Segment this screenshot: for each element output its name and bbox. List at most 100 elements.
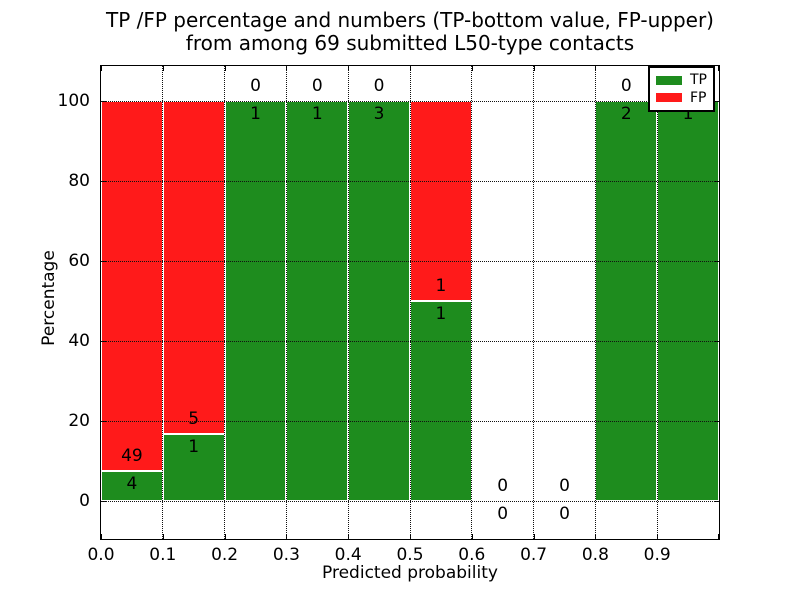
tp-bar-segment (101, 470, 163, 501)
y-tick-mark-right (714, 421, 719, 422)
fp-legend-swatch (656, 93, 682, 103)
tp-bar-segment (595, 101, 658, 501)
x-tick-mark-bottom (657, 534, 659, 539)
x-tick-mark-top (224, 66, 226, 71)
y-axis-label: Percentage (39, 250, 59, 346)
x-tick-label: 0.2 (211, 545, 239, 565)
plot-area: 494510101031100000201 (100, 65, 720, 540)
x-tick-mark-bottom (718, 534, 719, 539)
x-tick-mark-bottom (286, 534, 288, 539)
fp-count-label: 0 (497, 476, 509, 496)
tp-count-label: 1 (435, 304, 447, 324)
y-tick-label: 80 (68, 171, 90, 191)
tp-bar-segment (657, 101, 719, 501)
y-tick-mark-right (714, 261, 719, 262)
tp-legend-swatch (656, 75, 682, 85)
y-tick-mark-right (714, 181, 719, 182)
legend: TP FP (648, 66, 715, 112)
x-tick-label: 0.6 (458, 545, 486, 565)
y-tick-mark-left (101, 501, 106, 502)
x-tick-mark-top (348, 66, 350, 71)
x-tick-label: 0.8 (581, 545, 609, 565)
x-tick-mark-top (595, 66, 597, 71)
x-tick-label: 0.7 (520, 545, 548, 565)
x-axis-label: Predicted probability (322, 563, 498, 583)
tp-count-label: 1 (311, 104, 323, 124)
vertical-gridline (224, 66, 226, 539)
fp-count-label: 0 (373, 76, 385, 96)
x-tick-mark-top (286, 66, 288, 71)
x-tick-mark-bottom (348, 534, 350, 539)
x-tick-label: 0.1 (149, 545, 177, 565)
horizontal-gridline (101, 420, 719, 422)
x-tick-mark-top (162, 66, 164, 71)
x-tick-label: 0.0 (87, 545, 115, 565)
fp-bar-segment (410, 101, 472, 301)
vertical-gridline (594, 66, 596, 539)
x-tick-mark-bottom (162, 534, 164, 539)
x-tick-label: 0.9 (643, 545, 671, 565)
vertical-gridline (656, 66, 658, 539)
horizontal-gridline (101, 260, 719, 262)
y-tick-label: 60 (68, 251, 90, 271)
y-tick-mark-right (714, 101, 719, 102)
legend-row: TP (656, 73, 707, 87)
x-tick-mark-top (471, 66, 473, 71)
tp-bar-segment (410, 301, 472, 501)
legend-label: TP (690, 72, 707, 89)
y-tick-mark-left (101, 261, 106, 262)
fp-bar-segment (101, 101, 163, 471)
y-tick-mark-left (101, 101, 106, 102)
y-tick-label: 20 (68, 411, 90, 431)
y-tick-mark-right (714, 341, 719, 342)
fp-count-label: 0 (250, 76, 261, 96)
x-tick-mark-top (533, 66, 535, 71)
fp-count-label: 0 (311, 76, 323, 96)
tp-count-label: 2 (620, 104, 632, 124)
horizontal-gridline (101, 340, 719, 342)
x-tick-mark-bottom (471, 534, 473, 539)
horizontal-gridline (101, 500, 719, 502)
x-tick-mark-bottom (533, 534, 535, 539)
y-tick-label: 100 (57, 91, 90, 111)
horizontal-gridline (101, 180, 719, 182)
vertical-gridline (162, 66, 164, 539)
x-tick-mark-bottom (410, 534, 411, 539)
tp-bar-segment (224, 101, 287, 501)
vertical-gridline (409, 66, 411, 539)
fp-count-label: 5 (188, 409, 200, 430)
y-tick-mark-left (101, 341, 106, 342)
x-tick-label: 0.5 (396, 545, 424, 565)
tp-bar-segment (162, 434, 225, 501)
tp-count-label: 1 (682, 104, 694, 124)
x-tick-mark-bottom (595, 534, 597, 539)
x-tick-mark-top (410, 66, 411, 71)
x-tick-mark-top (718, 66, 719, 71)
x-tick-mark-bottom (101, 534, 102, 539)
vertical-gridline (347, 66, 349, 539)
tp-bar-segment (348, 101, 410, 501)
y-tick-mark-right (714, 501, 719, 502)
x-tick-label: 0.4 (334, 545, 362, 565)
tp-count-label: 0 (559, 504, 570, 524)
tp-count-label: 1 (250, 104, 261, 124)
tp-count-label: 3 (373, 104, 385, 124)
y-tick-label: 40 (68, 331, 90, 351)
vertical-gridline (533, 66, 535, 539)
x-tick-mark-bottom (224, 534, 226, 539)
x-tick-label: 0.3 (272, 545, 300, 565)
legend-label: FP (690, 89, 707, 106)
y-tick-label: 0 (79, 491, 90, 511)
fp-count-label: 49 (121, 445, 143, 466)
fp-count-label: 1 (435, 276, 447, 296)
tp-count-label: 0 (497, 504, 509, 524)
horizontal-gridline (101, 100, 719, 102)
fp-count-label: 0 (559, 476, 570, 496)
y-tick-mark-left (101, 181, 106, 182)
x-tick-mark-top (101, 66, 102, 71)
vertical-gridline (471, 66, 473, 539)
tp-count-label: 4 (126, 473, 138, 494)
chart-title-line1: TP /FP percentage and numbers (TP-bottom… (106, 8, 714, 32)
y-tick-mark-left (101, 421, 106, 422)
chart-title: TP /FP percentage and numbers (TP-bottom… (100, 9, 720, 55)
